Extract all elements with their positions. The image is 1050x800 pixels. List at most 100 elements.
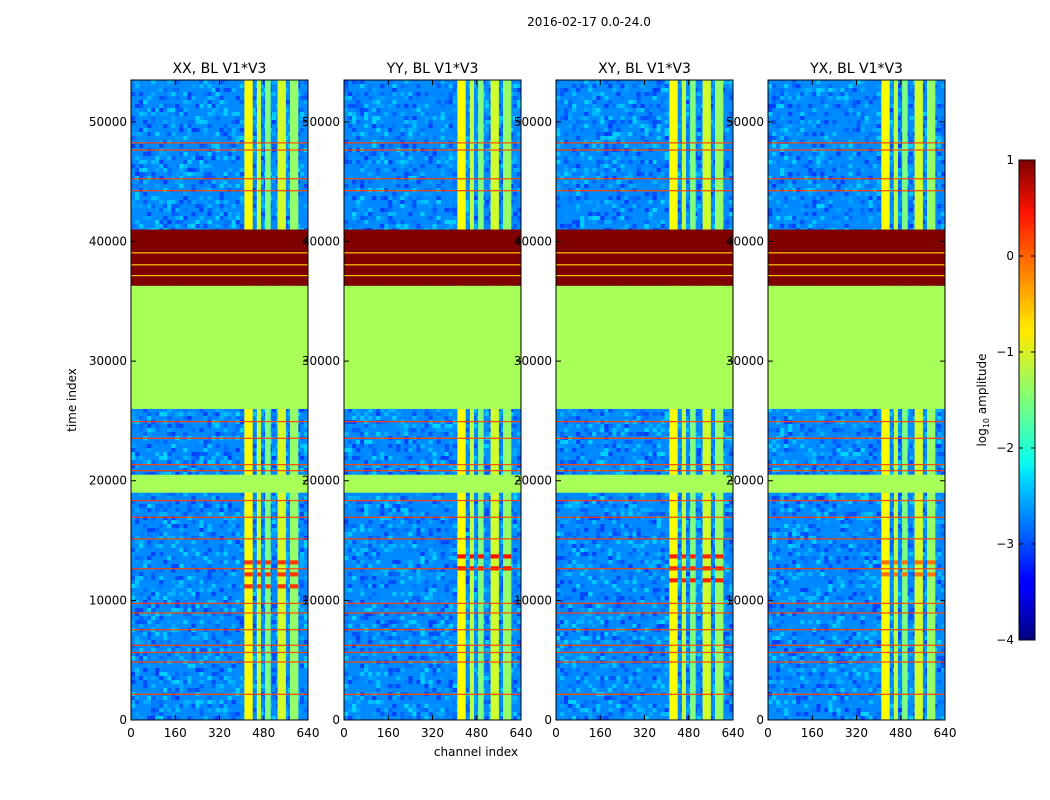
noise-cell bbox=[239, 472, 244, 477]
noise-cell bbox=[147, 512, 152, 517]
y-tick-label: 20000 bbox=[89, 474, 127, 488]
noise-cell bbox=[444, 100, 449, 105]
noise-cell bbox=[223, 452, 228, 457]
noise-cell bbox=[131, 548, 136, 553]
noise-cell bbox=[151, 204, 156, 209]
noise-cell bbox=[215, 504, 220, 509]
noise-cell bbox=[496, 124, 502, 129]
noise-cell bbox=[151, 604, 156, 609]
noise-cell bbox=[195, 172, 200, 177]
noise-cell bbox=[163, 140, 168, 145]
noise-cell bbox=[163, 632, 168, 637]
noise-cell bbox=[352, 216, 357, 221]
noise-cell bbox=[368, 160, 373, 165]
noise-cell bbox=[159, 204, 164, 209]
noise-cell bbox=[299, 688, 305, 693]
noise-cell bbox=[303, 452, 308, 457]
noise-cell bbox=[187, 700, 192, 705]
noise-cell bbox=[259, 212, 264, 217]
noise-cell bbox=[303, 612, 308, 617]
noise-cell bbox=[171, 712, 176, 717]
noise-cell bbox=[360, 104, 365, 109]
noise-cell bbox=[143, 564, 148, 569]
noise-cell bbox=[155, 536, 160, 541]
noise-cell bbox=[195, 444, 200, 449]
noise-cell bbox=[364, 412, 369, 417]
noise-cell bbox=[179, 592, 184, 597]
noise-cell bbox=[303, 560, 308, 565]
noise-cell bbox=[139, 204, 144, 209]
noise-cell bbox=[259, 444, 264, 449]
noise-cell bbox=[199, 612, 204, 617]
noise-cell bbox=[299, 84, 305, 89]
noise-cell bbox=[131, 452, 136, 457]
noise-cell bbox=[191, 80, 196, 85]
noise-cell bbox=[416, 196, 421, 201]
noise-cell bbox=[239, 408, 244, 413]
noise-cell bbox=[131, 500, 136, 505]
noise-cell bbox=[139, 140, 144, 145]
noise-cell bbox=[472, 192, 477, 197]
noise-cell bbox=[500, 140, 506, 145]
noise-cell bbox=[303, 596, 308, 601]
noise-cell bbox=[227, 632, 232, 637]
noise-cell bbox=[147, 596, 152, 601]
noise-cell bbox=[464, 160, 469, 165]
noise-cell bbox=[428, 124, 433, 129]
noise-cell bbox=[436, 220, 441, 225]
noise-cell bbox=[191, 220, 196, 225]
noise-cell bbox=[175, 136, 180, 141]
noise-cell bbox=[432, 208, 437, 213]
noise-cell bbox=[368, 152, 373, 157]
noise-cell bbox=[131, 116, 136, 121]
noise-cell bbox=[464, 104, 469, 109]
noise-cell bbox=[195, 600, 200, 605]
noise-cell bbox=[500, 112, 506, 117]
noise-cell bbox=[251, 140, 256, 145]
noise-cell bbox=[372, 108, 377, 113]
noise-cell bbox=[203, 716, 208, 720]
noise-cell bbox=[287, 512, 293, 517]
noise-cell bbox=[223, 460, 228, 465]
noise-cell bbox=[271, 516, 277, 521]
noise-cell bbox=[303, 536, 308, 541]
noise-cell bbox=[139, 656, 144, 661]
noise-cell bbox=[175, 600, 180, 605]
noise-cell bbox=[356, 80, 361, 85]
noise-cell bbox=[412, 128, 417, 133]
noise-cell bbox=[348, 408, 353, 413]
noise-cell bbox=[171, 580, 176, 585]
noise-cell bbox=[271, 456, 277, 461]
event-line bbox=[131, 693, 308, 695]
noise-cell bbox=[219, 216, 224, 221]
noise-cell bbox=[299, 624, 305, 629]
noise-cell bbox=[283, 172, 289, 177]
noise-cell bbox=[159, 680, 164, 685]
noise-cell bbox=[215, 668, 220, 673]
event-line bbox=[131, 464, 308, 466]
noise-cell bbox=[191, 708, 196, 713]
noise-cell bbox=[239, 136, 244, 141]
noise-cell bbox=[191, 608, 196, 613]
noise-cell bbox=[384, 152, 389, 157]
noise-cell bbox=[239, 196, 244, 201]
noise-cell bbox=[271, 656, 277, 661]
noise-cell bbox=[344, 220, 349, 225]
noise-cell bbox=[235, 216, 240, 221]
noise-cell bbox=[231, 712, 236, 717]
noise-cell bbox=[191, 156, 196, 161]
noise-cell bbox=[159, 124, 164, 129]
noise-cell bbox=[203, 568, 208, 573]
noise-cell bbox=[191, 648, 196, 653]
noise-cell bbox=[388, 220, 393, 225]
noise-cell bbox=[191, 548, 196, 553]
noise-cell bbox=[432, 212, 437, 217]
noise-cell bbox=[348, 120, 353, 125]
noise-cell bbox=[380, 208, 385, 213]
noise-cell bbox=[183, 544, 188, 549]
noise-cell bbox=[211, 708, 216, 713]
noise-cell bbox=[364, 220, 369, 225]
noise-cell bbox=[175, 652, 180, 657]
noise-cell bbox=[195, 204, 200, 209]
noise-cell bbox=[171, 200, 176, 205]
